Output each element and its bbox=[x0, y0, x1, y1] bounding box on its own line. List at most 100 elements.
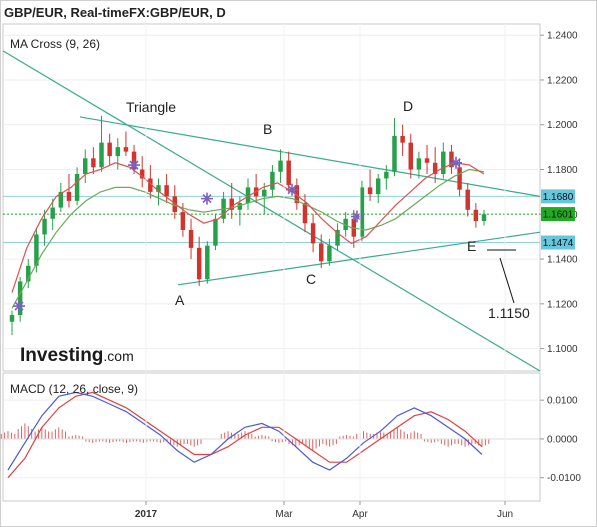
x-tick-label: Mar bbox=[275, 509, 293, 520]
candle-body bbox=[156, 185, 161, 192]
ma-indicator-label: MA Cross (9, 26) bbox=[10, 37, 100, 51]
price-tick-label: 1.2200 bbox=[547, 75, 578, 86]
candle-body bbox=[294, 185, 300, 204]
trendline bbox=[2, 50, 541, 372]
price-badge-label: 1.1474 bbox=[543, 238, 574, 249]
candle-body bbox=[481, 214, 487, 222]
macd-series bbox=[0, 391, 540, 479]
candle-body bbox=[416, 158, 422, 170]
price-tick-label: 1.1000 bbox=[547, 344, 578, 355]
ma-cross-marker bbox=[13, 300, 25, 313]
price-badge bbox=[541, 189, 575, 204]
candle-body bbox=[359, 187, 365, 237]
candle-body bbox=[270, 171, 275, 190]
logo-main-text: Investing bbox=[20, 345, 103, 366]
macd-tick-label: 0.0100 bbox=[547, 396, 578, 407]
candle-body bbox=[441, 151, 446, 174]
candle-body bbox=[262, 189, 267, 197]
price-tick-label: 1.2000 bbox=[547, 120, 578, 131]
target-pointer-line bbox=[499, 257, 515, 304]
annotation-a: A bbox=[175, 292, 185, 308]
candle-body bbox=[74, 173, 80, 201]
candle-body bbox=[449, 151, 454, 168]
candles bbox=[9, 115, 487, 336]
candle-body bbox=[408, 142, 413, 170]
candle-body bbox=[457, 167, 462, 190]
investing-logo: Investing.com bbox=[20, 345, 134, 366]
ma-cross-marker bbox=[450, 156, 462, 169]
candle-body bbox=[229, 198, 234, 210]
candle-body bbox=[343, 218, 348, 230]
price-tick-label: 1.1400 bbox=[547, 255, 578, 266]
candle-body bbox=[91, 158, 96, 168]
macd-tick-label: 0.0000 bbox=[547, 434, 578, 445]
candle-body bbox=[237, 203, 243, 210]
price-tick-label: 1.2400 bbox=[547, 31, 578, 42]
candle-body bbox=[286, 160, 291, 186]
candle-body bbox=[188, 229, 194, 248]
logo-suffix-text: .com bbox=[103, 348, 133, 364]
candle-body bbox=[9, 315, 15, 322]
annotation-c: C bbox=[306, 271, 316, 287]
chart-title: GBP/EUR, Real-timeFX:GBP/EUR, D bbox=[4, 5, 226, 20]
candle-body bbox=[465, 189, 470, 210]
annotation-e: E bbox=[467, 238, 476, 254]
candle-body bbox=[180, 212, 186, 230]
candle-body bbox=[400, 135, 405, 143]
candle-body bbox=[50, 207, 55, 219]
macd-indicator-label: MACD (12, 26, close, 9) bbox=[10, 382, 138, 396]
candle-body bbox=[278, 160, 283, 172]
price-badge-label: 1.1680 bbox=[543, 192, 574, 203]
annotation-target: 1.1150 bbox=[488, 305, 530, 321]
price-tick-label: 1.1200 bbox=[547, 299, 578, 310]
ma-cross-markers bbox=[13, 156, 462, 313]
ma-fast-line bbox=[11, 162, 485, 293]
candle-body bbox=[432, 162, 438, 174]
price-badge bbox=[541, 235, 575, 250]
candle-body bbox=[123, 147, 129, 152]
candle-body bbox=[335, 229, 340, 246]
candle-body bbox=[115, 147, 121, 157]
candle-body bbox=[302, 203, 308, 224]
price-badges: 1.1680 1.1601 1.1474 bbox=[541, 189, 575, 250]
x-tick-label: Jun bbox=[497, 509, 513, 520]
candle-body bbox=[17, 281, 23, 316]
annotation-d: D bbox=[403, 98, 413, 114]
ma-cross-marker bbox=[201, 192, 213, 205]
candle-body bbox=[384, 171, 389, 179]
candle-body bbox=[42, 218, 47, 235]
candle-body bbox=[66, 191, 72, 201]
macd-line bbox=[7, 391, 483, 471]
candle-body bbox=[196, 247, 202, 280]
price-tick-label: 1.1800 bbox=[547, 165, 578, 176]
trendline bbox=[79, 116, 541, 197]
candle-body bbox=[213, 218, 218, 246]
candle-body bbox=[83, 158, 88, 174]
candle-body bbox=[327, 245, 332, 262]
candle-body bbox=[392, 135, 397, 172]
candle-body bbox=[367, 187, 373, 195]
candle-body bbox=[34, 234, 39, 266]
candle-body bbox=[107, 142, 112, 157]
macd-tick-label: -0.0100 bbox=[547, 473, 581, 484]
x-tick-label: 2017 bbox=[135, 509, 158, 520]
trendline bbox=[177, 231, 541, 286]
candle-body bbox=[310, 223, 316, 244]
candle-body bbox=[99, 142, 104, 168]
x-axis: 2017 Mar Apr Jun bbox=[135, 24, 513, 520]
candle-body bbox=[148, 178, 153, 192]
candle-body bbox=[424, 158, 430, 163]
candle-body bbox=[245, 187, 251, 204]
candle-body bbox=[58, 191, 64, 208]
candle-body bbox=[375, 178, 381, 195]
ma-slow-line bbox=[11, 168, 485, 309]
x-tick-label: Apr bbox=[352, 509, 368, 520]
candle-body bbox=[26, 265, 31, 282]
annotation-triangle: Triangle bbox=[126, 99, 176, 115]
annotation-b: B bbox=[263, 121, 272, 137]
candle-body bbox=[172, 196, 177, 213]
ma-cross-marker bbox=[351, 210, 363, 223]
candle-body bbox=[139, 169, 145, 179]
candle-body bbox=[205, 245, 210, 280]
